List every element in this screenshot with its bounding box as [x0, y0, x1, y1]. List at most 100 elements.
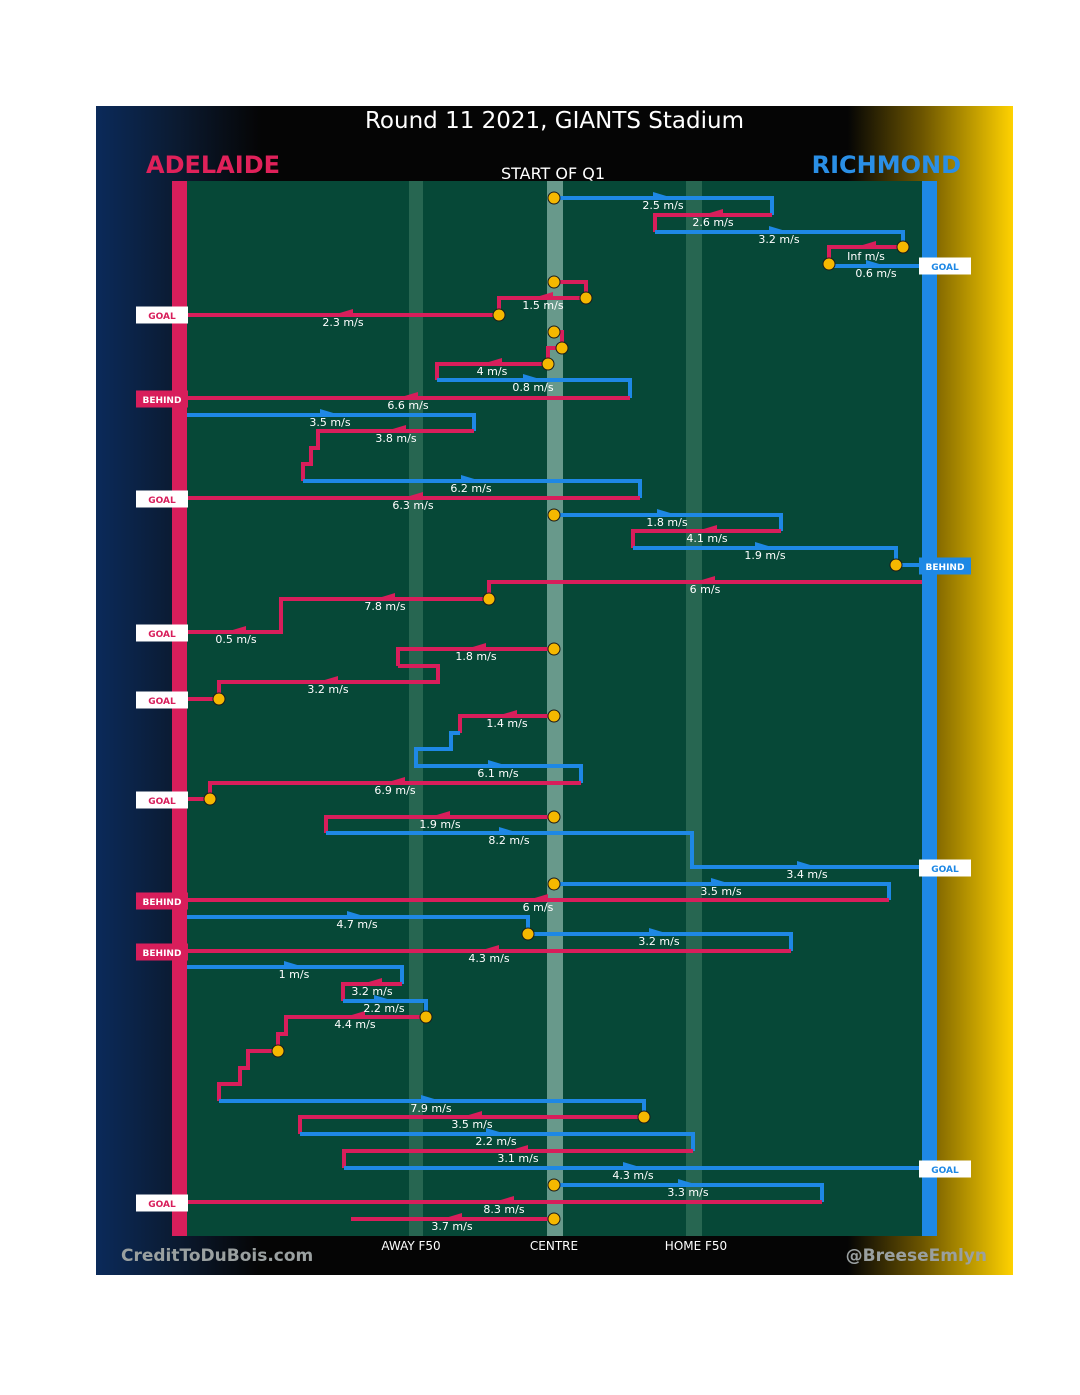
- chain-richmond-line: [528, 932, 793, 951]
- chain-arrow: [797, 861, 817, 869]
- chain-speed-label: 3.7 m/s: [431, 1220, 472, 1233]
- chain-speed-label: 3.2 m/s: [638, 935, 679, 948]
- chain-marker: [889, 558, 903, 572]
- team-left-label: ADELAIDE: [146, 151, 281, 179]
- chain-speed-label: 8.3 m/s: [483, 1203, 524, 1216]
- chain-speed-label: 7.8 m/s: [364, 600, 405, 613]
- outcome-badge: [919, 859, 971, 877]
- chain-speed-label: 4.3 m/s: [612, 1169, 653, 1182]
- chain-marker: [547, 325, 561, 339]
- chain-arrow: [499, 827, 519, 835]
- outcome-badge-label: BEHIND: [143, 898, 182, 908]
- chain-speed-label: 3.2 m/s: [307, 683, 348, 696]
- away-f50-lane: [409, 181, 423, 1236]
- chain-arrow: [333, 309, 353, 317]
- chain-arrow: [653, 192, 673, 200]
- chain-richmond-line: [554, 882, 891, 900]
- chain-marker: [212, 692, 226, 706]
- chain-speed-label: 2.6 m/s: [692, 216, 733, 229]
- chain-speed-label: 3.8 m/s: [375, 432, 416, 445]
- richmond-goal-line: [922, 181, 937, 1236]
- centre-lane: [547, 181, 563, 1236]
- chain-arrow: [284, 961, 304, 969]
- chain-arrow: [497, 710, 517, 718]
- chain-arrow: [386, 425, 406, 433]
- chain-arrow: [866, 260, 886, 268]
- chain-richmond-line: [414, 731, 583, 783]
- outcome-badge: [136, 691, 188, 709]
- chain-adelaide-line: [279, 597, 489, 616]
- chain-speed-label: 3.4 m/s: [786, 868, 827, 881]
- x-axis-tick-label: CENTRE: [530, 1239, 578, 1253]
- outcome-badge-label: GOAL: [148, 630, 176, 640]
- chain-arrow: [318, 676, 338, 684]
- outcome-badge-label: GOAL: [148, 496, 176, 506]
- chain-richmond-line: [554, 196, 774, 215]
- chain-arrow: [374, 995, 394, 1003]
- chain-richmond-line: [554, 1183, 824, 1202]
- chain-speed-label: 4 m/s: [477, 365, 508, 378]
- chain-adelaide-line: [301, 429, 474, 481]
- chain-richmond-line: [303, 479, 642, 498]
- chain-speed-label: 2.5 m/s: [642, 199, 683, 212]
- outcome-badge: [136, 624, 188, 642]
- chain-adelaide-line: [217, 1015, 426, 1101]
- chain-chart: AWAY F50 CENTRE HOME F50 2.5 m/s 2.6 m/s 3.2 …: [136, 164, 971, 1253]
- chain-arrow: [755, 542, 775, 550]
- chain-arrow: [528, 894, 548, 902]
- chain-adelaide-line: [435, 330, 564, 380]
- chain-marker: [419, 1010, 433, 1024]
- chain-speed-label: 6.9 m/s: [374, 784, 415, 797]
- labels-layer: AWAY F50 CENTRE HOME F50 2.5 m/s 2.6 m/s 3.2 …: [136, 199, 971, 1253]
- chain-speed-label: 2.2 m/s: [475, 1135, 516, 1148]
- chain-speed-label: 1.4 m/s: [486, 717, 527, 730]
- outcome-badge: [919, 257, 971, 275]
- chain-marker: [492, 308, 506, 322]
- outcome-badge-label: GOAL: [148, 797, 176, 807]
- outcome-badge: [136, 943, 188, 961]
- chain-marker: [547, 191, 561, 205]
- chain-arrow: [678, 1179, 698, 1187]
- chain-adelaide-line: [187, 616, 283, 634]
- chain-arrow: [695, 576, 715, 584]
- chain-arrow: [398, 392, 418, 400]
- chain-richmond-line: [187, 413, 476, 431]
- home-f50-lane: [686, 181, 702, 1236]
- chain-marker: [547, 1178, 561, 1192]
- x-axis-tick-label: HOME F50: [665, 1239, 727, 1253]
- chain-marker: [271, 1044, 285, 1058]
- chain-arrow: [769, 226, 789, 234]
- chart-title: Round 11 2021, GIANTS Stadium: [364, 108, 744, 134]
- chain-marker: [547, 709, 561, 723]
- chain-richmond-line: [326, 831, 694, 850]
- chain-marker: [547, 508, 561, 522]
- chain-arrow: [657, 509, 677, 517]
- chain-speed-label: 4.7 m/s: [336, 918, 377, 931]
- chain-adelaide-line: [298, 1115, 644, 1134]
- outcome-badge: [136, 306, 188, 324]
- outcome-badge: [136, 791, 188, 809]
- chain-arrow: [466, 643, 486, 651]
- outcome-badge-label: BEHIND: [926, 563, 965, 573]
- chain-arrow: [345, 1011, 365, 1019]
- chain-speed-label: 8.2 m/s: [488, 834, 529, 847]
- chain-speed-label: 1 m/s: [279, 968, 310, 981]
- chain-marker: [521, 927, 535, 941]
- chain-arrow: [362, 978, 382, 986]
- chain-speed-label: 6.1 m/s: [477, 767, 518, 780]
- chain-marker: [547, 275, 561, 289]
- chain-speed-label: 0.8 m/s: [512, 381, 553, 394]
- chain-arrow: [508, 1145, 528, 1153]
- chain-arrow: [403, 492, 423, 500]
- chain-arrow: [649, 928, 669, 936]
- chains-layer: [187, 191, 922, 1226]
- outcome-badge: [136, 1194, 188, 1212]
- chain-adelaide-line: [341, 982, 402, 1001]
- chain-speed-label: 1.9 m/s: [744, 549, 785, 562]
- chain-speed-label: 6.2 m/s: [450, 482, 491, 495]
- chain-marker: [555, 341, 569, 355]
- chain-speed-label: 1.8 m/s: [646, 516, 687, 529]
- chain-arrow: [347, 911, 367, 919]
- chain-speed-label: 7.9 m/s: [410, 1102, 451, 1115]
- chain-arrow: [442, 1213, 462, 1221]
